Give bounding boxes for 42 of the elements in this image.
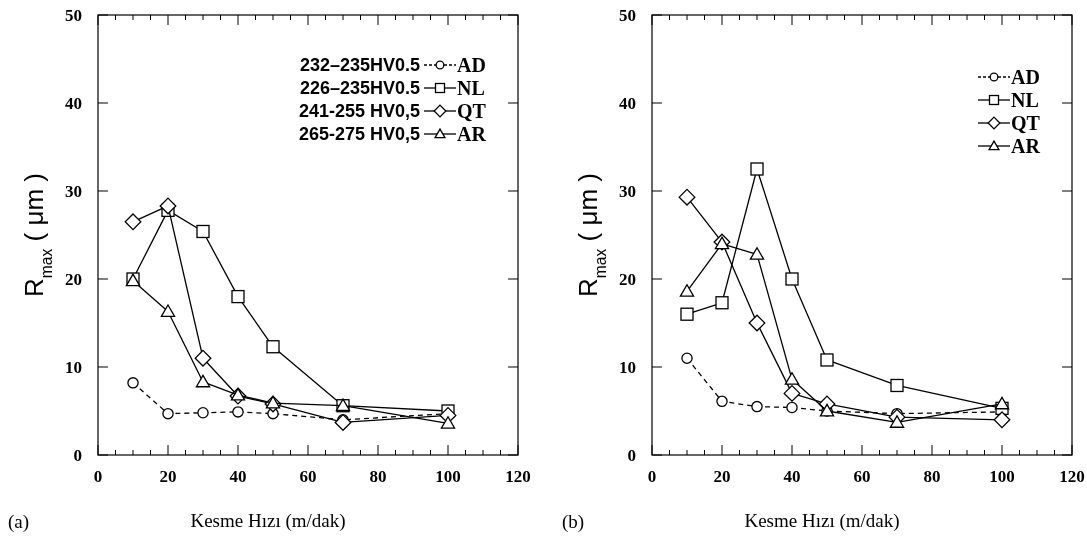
legend-label: QT [1011,112,1041,134]
x-tick-label: 80 [923,467,941,486]
x-tick-label: 80 [369,467,387,486]
x-tick-label: 60 [299,467,317,486]
y-tick-label: 0 [627,446,636,465]
y-tick-label: 0 [73,446,82,465]
annotation: 265-275 HV0,5 [298,124,420,144]
legend-label: AR [457,123,487,145]
legend-label: AR [1011,135,1041,157]
x-tick-label: 20 [159,467,177,486]
x-tick-label: 120 [505,467,531,486]
x-tick-label: 60 [853,467,871,486]
y-tick-label: 40 [65,94,82,113]
legend-label: NL [1011,89,1039,111]
legend-label: AD [1011,66,1040,88]
legend-label: AD [457,54,486,76]
annotation: 226–235HV0.5 [299,78,420,98]
legend-label: NL [457,77,485,99]
y-tick-label: 50 [65,6,82,25]
text: (a) [8,511,30,533]
y-tick-label: 10 [619,358,636,377]
x-tick-label: 120 [1059,467,1085,486]
x-tick-label: 100 [989,467,1015,486]
annotation: 232–235HV0.5 [299,55,420,75]
x-axis-title: Kesme Hızı (m/dak) [744,510,900,532]
x-tick-label: 100 [435,467,461,486]
legend-label: QT [457,100,487,122]
y-tick-label: 30 [65,182,82,201]
x-tick-label: 40 [783,467,801,486]
y-tick-label: 30 [619,182,636,201]
y-tick-label: 20 [65,270,82,289]
x-tick-label: 0 [647,467,657,486]
x-tick-label: 20 [713,467,731,486]
y-tick-label: 40 [619,94,636,113]
y-tick-label: 10 [65,358,82,377]
x-axis-title: Kesme Hızı (m/dak) [190,510,346,532]
text: (b) [562,511,585,533]
x-tick-label: 40 [229,467,247,486]
y-tick-label: 50 [619,6,636,25]
x-tick-label: 0 [93,467,103,486]
y-tick-label: 20 [619,270,636,289]
annotation: 241-255 HV0,5 [298,101,420,121]
